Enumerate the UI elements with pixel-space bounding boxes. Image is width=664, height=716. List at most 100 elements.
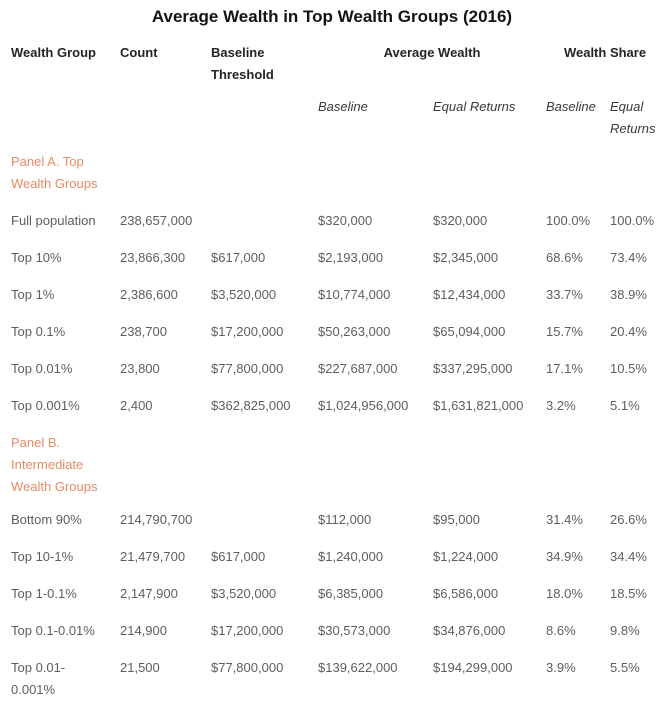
table-cell: 17.1% [546, 361, 583, 376]
table-cell: 68.6% [546, 250, 583, 265]
table-cell: $65,094,000 [433, 324, 506, 339]
table-row: Full population 238,657,000 $320,000 $320,0… [11, 210, 664, 247]
table-cell: 34.4% [610, 549, 647, 564]
table-cell: $1,240,000 [318, 549, 384, 564]
table-cell: 100.0% [610, 213, 655, 228]
table-row: Top 0.01% 23,800 $77,800,000 $227,687,000 $3… [11, 358, 664, 395]
row-label: Top 0.01% [11, 361, 73, 376]
table-cell: 2,147,900 [120, 586, 178, 601]
row-label: Top 0.1-0.01% [11, 623, 95, 638]
row-label: Top 0.001% [11, 398, 80, 413]
subheader-average-wealth-equal-returns: Equal Returns [433, 99, 516, 114]
empty-cell [211, 96, 318, 151]
empty-cell [318, 432, 433, 509]
table-cell: $362,825,000 [211, 398, 291, 413]
col-header-wealth-group: Wealth Group [11, 45, 96, 60]
row-label: Top 0.01-0.001% [11, 660, 66, 697]
table-cell: $6,586,000 [433, 586, 499, 601]
table-row: Top 1-0.1% 2,147,900 $3,520,000 $6,385,000 $… [11, 583, 664, 620]
header-row: Wealth Group Count Baseline Threshold Av… [11, 42, 664, 96]
empty-cell [546, 432, 610, 509]
table-cell: 23,866,300 [120, 250, 186, 265]
table-cell: 23,800 [120, 361, 160, 376]
table-cell: $194,299,000 [433, 660, 513, 675]
empty-cell [120, 432, 211, 509]
table-cell: $227,687,000 [318, 361, 398, 376]
table-cell: $337,295,000 [433, 361, 513, 376]
table-header: Wealth Group Count Baseline Threshold Av… [11, 42, 664, 151]
empty-cell [610, 432, 664, 509]
table-cell: 100.0% [546, 213, 591, 228]
table-cell: $34,876,000 [433, 623, 506, 638]
table-cell: 18.5% [610, 586, 647, 601]
table-cell: 38.9% [610, 287, 647, 302]
table-cell: $320,000 [433, 213, 488, 228]
row-label: Top 10% [11, 250, 62, 265]
table-cell: 21,479,700 [120, 549, 186, 564]
table-cell: 238,700 [120, 324, 167, 339]
table-cell: 2,400 [120, 398, 153, 413]
col-header-count: Count [120, 45, 158, 60]
table-cell: $10,774,000 [318, 287, 391, 302]
table-cell: $6,385,000 [318, 586, 384, 601]
table-cell: $17,200,000 [211, 623, 284, 638]
table-row: Top 0.1% 238,700 $17,200,000 $50,263,000 $65… [11, 321, 664, 358]
table-cell: $2,345,000 [433, 250, 499, 265]
table-row: Top 0.001% 2,400 $362,825,000 $1,024,956,00… [11, 395, 664, 432]
table-cell: $1,631,821,000 [433, 398, 524, 413]
empty-cell [433, 432, 546, 509]
empty-cell [211, 432, 318, 509]
table-cell: 31.4% [546, 512, 583, 527]
empty-cell [546, 151, 610, 210]
table-row: Top 0.01-0.001% 21,500 $77,800,000 $139,622… [11, 657, 664, 716]
table-cell: $617,000 [211, 549, 266, 564]
table-cell: 3.9% [546, 660, 576, 675]
wealth-table: Wealth Group Count Baseline Threshold Av… [11, 42, 664, 716]
table-row: Bottom 90% 214,790,700 $112,000 $95,000 31.4… [11, 509, 664, 546]
table-cell: $12,434,000 [433, 287, 506, 302]
table-cell: $112,000 [318, 512, 372, 527]
table-cell: $3,520,000 [211, 287, 277, 302]
subheader-wealth-share-equal-returns: Equal Returns [610, 99, 656, 136]
table-cell: 20.4% [610, 324, 647, 339]
col-header-average-wealth: Average Wealth [383, 45, 481, 60]
subheader-row: Baseline Equal Returns Baseline Equal Re… [11, 96, 664, 151]
empty-cell [120, 151, 211, 210]
table-cell [211, 210, 318, 247]
row-label: Bottom 90% [11, 512, 82, 527]
table-cell: 73.4% [610, 250, 647, 265]
panel-label: Panel A. Top Wealth Groups [11, 154, 98, 191]
table-cell: $320,000 [318, 213, 373, 228]
empty-cell [610, 151, 664, 210]
table-cell: $95,000 [433, 512, 480, 527]
table-cell: 8.6% [546, 623, 576, 638]
table-row: Top 0.1-0.01% 214,900 $17,200,000 $30,573,0… [11, 620, 664, 657]
panel-label: Panel B. Intermediate Wealth Groups [11, 435, 98, 494]
page-title: Average Wealth in Top Wealth Groups (201… [151, 7, 513, 26]
row-label: Top 1-0.1% [11, 586, 77, 601]
table-cell: $50,263,000 [318, 324, 391, 339]
table-cell: 5.1% [610, 398, 640, 413]
table-row: Top 10% 23,866,300 $617,000 $2,193,000 $2,34… [11, 247, 664, 284]
panel-label-row: Panel A. Top Wealth Groups [11, 151, 664, 210]
table-cell: $617,000 [211, 250, 266, 265]
table-cell [211, 509, 318, 546]
table-cell: $1,024,956,000 [318, 398, 409, 413]
table-cell: $30,573,000 [318, 623, 391, 638]
table-row: Top 10-1% 21,479,700 $617,000 $1,240,000 $1,… [11, 546, 664, 583]
empty-cell [433, 151, 546, 210]
col-header-wealth-share: Wealth Share [563, 45, 647, 60]
table-cell: 26.6% [610, 512, 647, 527]
table-cell: 18.0% [546, 586, 583, 601]
table-cell: 3.2% [546, 398, 576, 413]
table-cell: 15.7% [546, 324, 583, 339]
subheader-wealth-share-baseline: Baseline [546, 99, 596, 114]
row-label: Full population [11, 213, 96, 228]
table-cell: $77,800,000 [211, 660, 284, 675]
table-body: Panel A. Top Wealth Groups Full populatio… [11, 151, 664, 716]
empty-cell [211, 151, 318, 210]
table-cell: 9.8% [610, 623, 640, 638]
table-cell: 21,500 [120, 660, 160, 675]
subheader-average-wealth-baseline: Baseline [318, 99, 368, 114]
